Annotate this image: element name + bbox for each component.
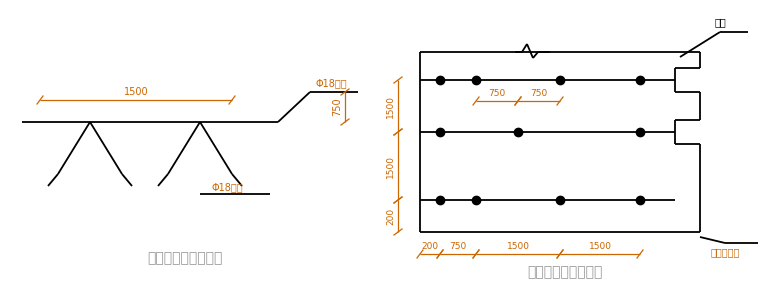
Text: 1500: 1500 — [386, 154, 395, 178]
Text: 1500: 1500 — [124, 87, 148, 97]
Text: 750: 750 — [449, 242, 467, 251]
Text: 750: 750 — [530, 89, 548, 98]
Text: 750: 750 — [332, 98, 342, 116]
Text: 基础外边线: 基础外边线 — [711, 247, 739, 257]
Text: 马凳加工形状示意图: 马凳加工形状示意图 — [147, 251, 223, 265]
Text: 750: 750 — [489, 89, 505, 98]
Text: Φ18钉筋: Φ18钉筋 — [315, 78, 347, 88]
Text: 支点: 支点 — [714, 17, 726, 27]
Text: 马凳平面布置示意图: 马凳平面布置示意图 — [527, 265, 603, 279]
Text: 1500: 1500 — [588, 242, 612, 251]
Text: 200: 200 — [386, 207, 395, 225]
Text: 1500: 1500 — [386, 94, 395, 118]
Text: Φ18钉筋: Φ18钉筋 — [212, 182, 244, 192]
Text: 1500: 1500 — [506, 242, 530, 251]
Text: 200: 200 — [422, 242, 439, 251]
